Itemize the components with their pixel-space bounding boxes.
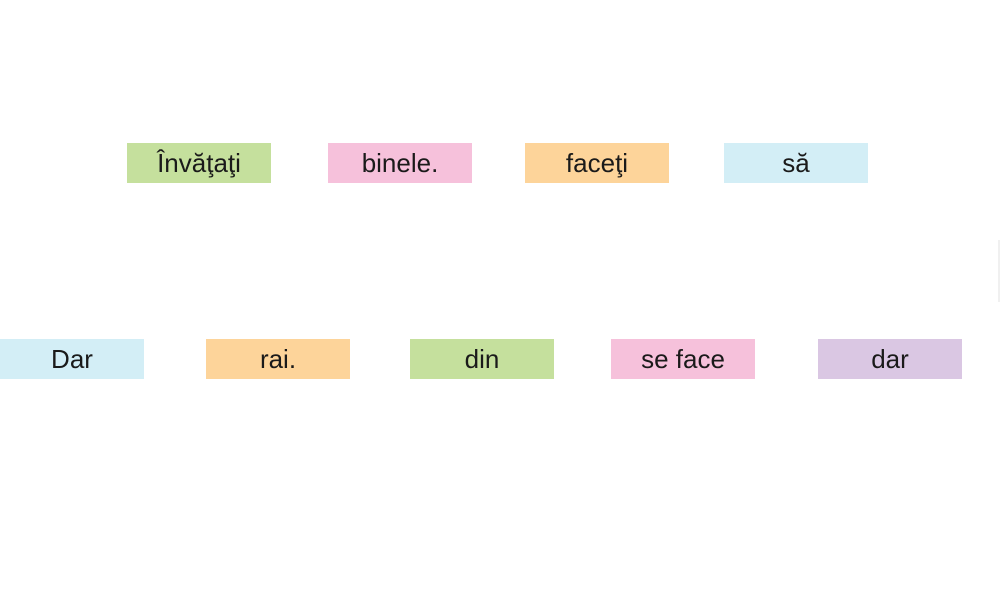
word-card-faceti[interactable]: faceţi <box>525 143 669 183</box>
word-card-dar-capital[interactable]: Dar <box>0 339 144 379</box>
word-card-se-face[interactable]: se face <box>611 339 755 379</box>
word-card-sa[interactable]: să <box>724 143 868 183</box>
word-card-rai[interactable]: rai. <box>206 339 350 379</box>
word-card-din[interactable]: din <box>410 339 554 379</box>
word-card-dar[interactable]: dar <box>818 339 962 379</box>
word-card-invatati[interactable]: Învăţaţi <box>127 143 271 183</box>
word-card-binele[interactable]: binele. <box>328 143 472 183</box>
right-edge-divider <box>998 240 1000 302</box>
